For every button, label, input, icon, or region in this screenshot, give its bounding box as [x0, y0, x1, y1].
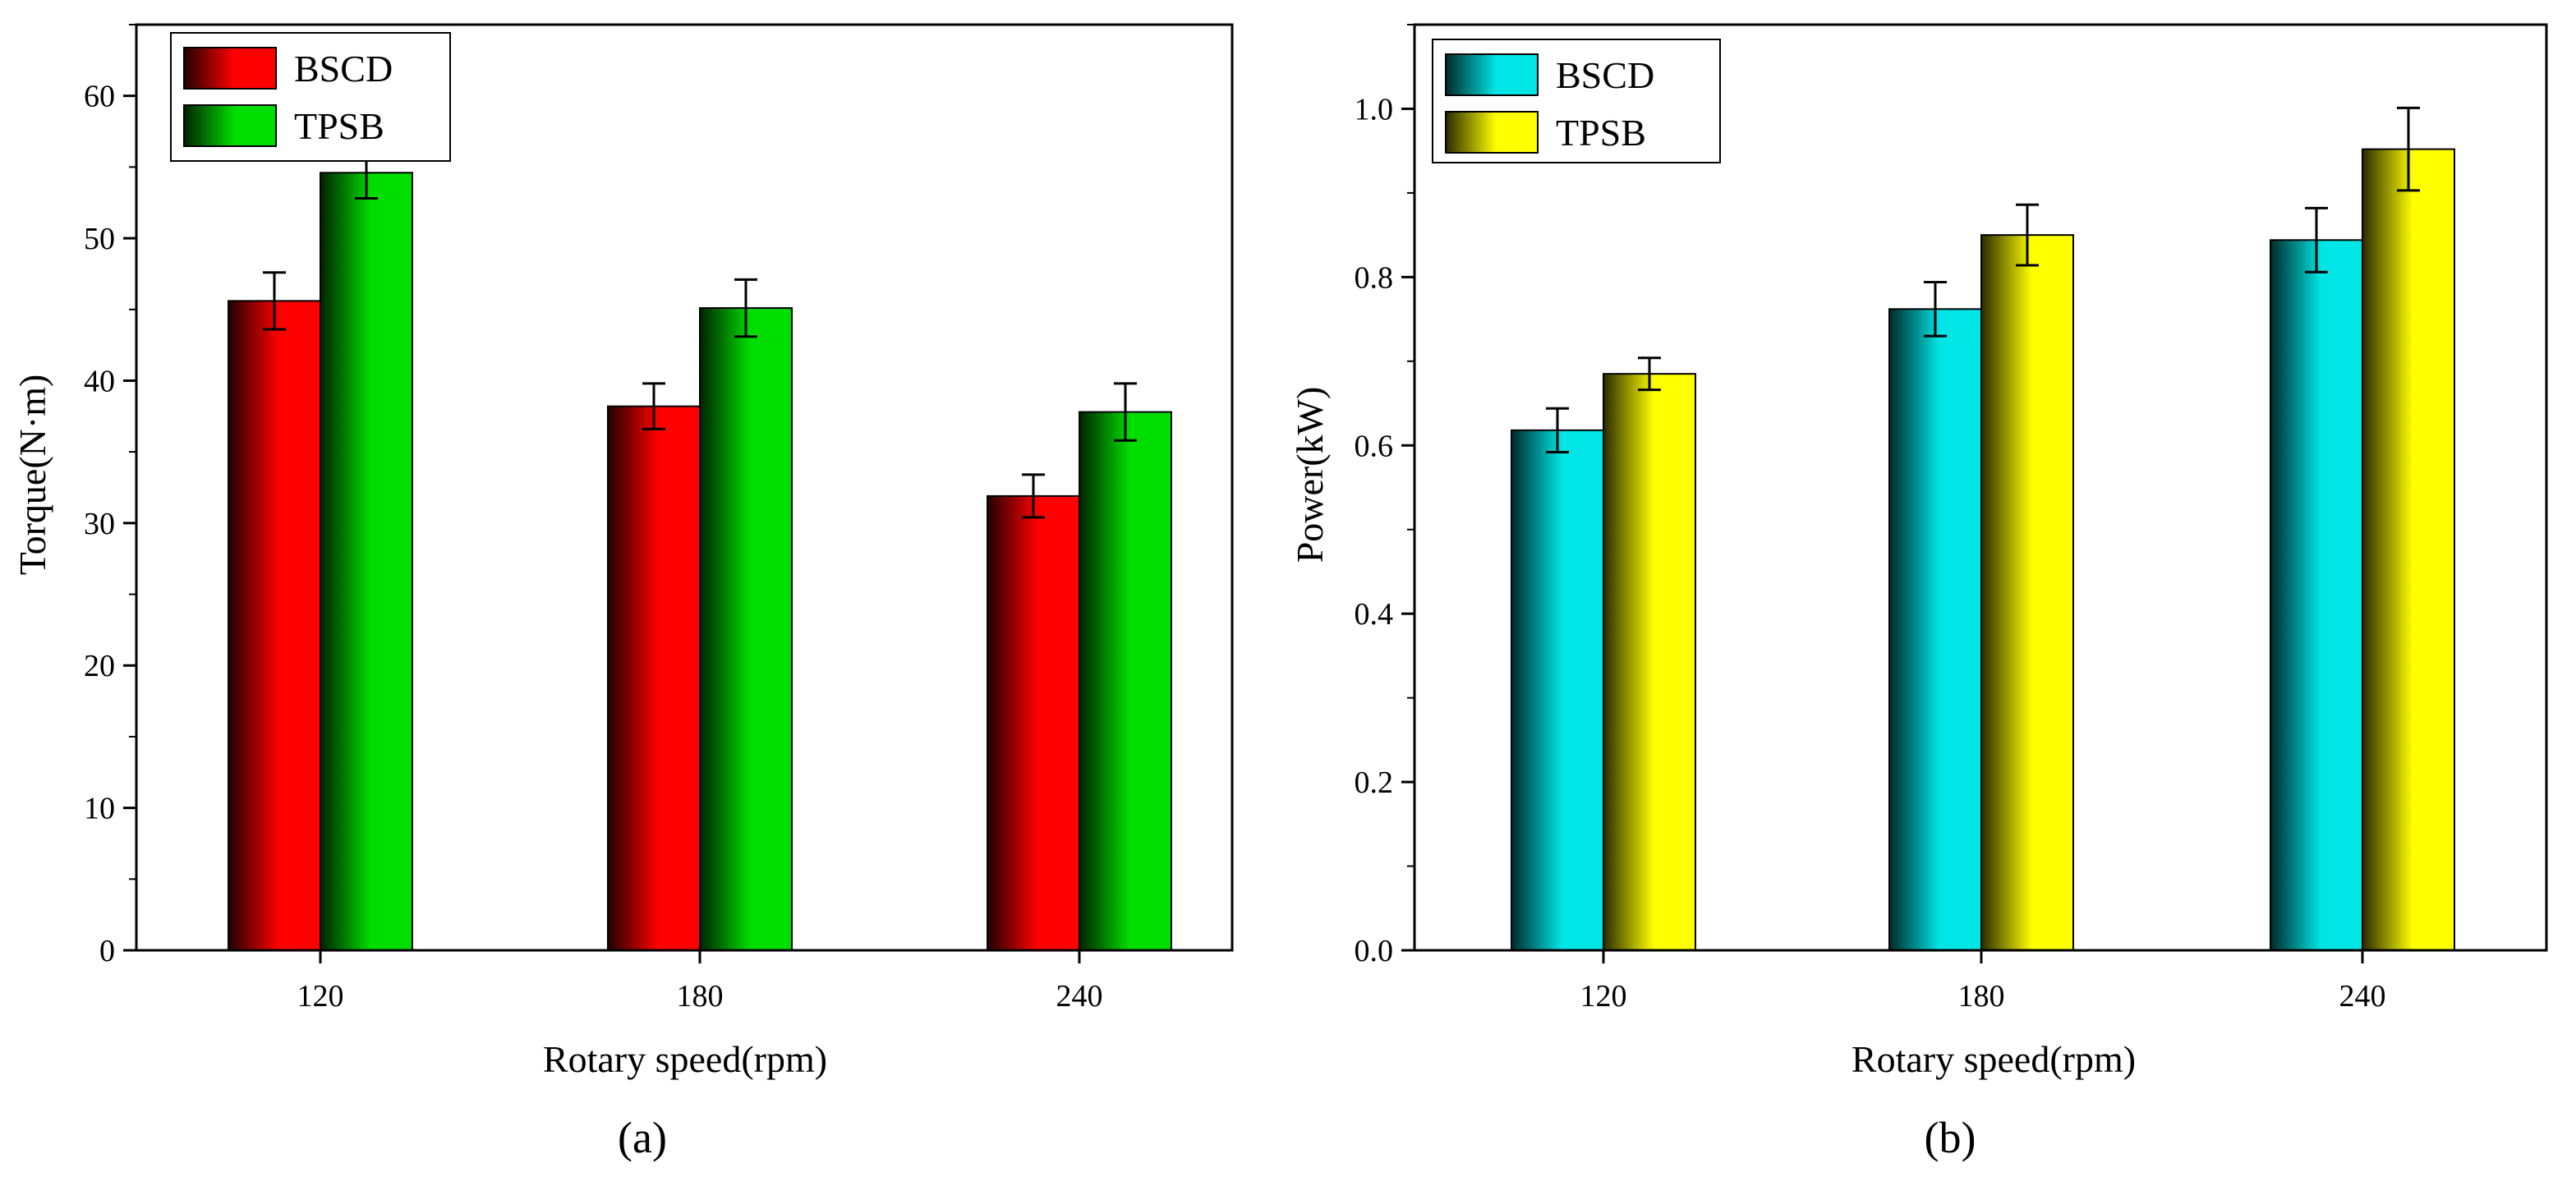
panel-b-bar-tpsb-120 — [1603, 373, 1696, 952]
panel-b-ytick-label: 0.8 — [1355, 260, 1394, 295]
panel-b-errorbar-tpsb-180 — [2016, 203, 2039, 267]
panel-a-errorbar-tpsb-180 — [734, 278, 757, 338]
panel-a-ytick-label: 0 — [99, 934, 115, 968]
panel-a-legend: BSCD TPSB — [170, 32, 451, 162]
power-chart: Power(kW) Rotary speed(rpm) (b) 0.0 0.2 0.… — [1289, 23, 2548, 1162]
panel-a-ylabel: Torque(N·m) — [12, 375, 53, 576]
panel-b-errorbar-tpsb-120 — [1638, 356, 1661, 392]
panel-b-bar-tpsb-240 — [2362, 148, 2455, 951]
panel-a-ytick-label: 60 — [84, 80, 115, 114]
panel-b-ytick-label: 0.2 — [1355, 766, 1394, 800]
panel-b-errorbar-bscd-240 — [2305, 206, 2328, 274]
panel-a-bar-bscd-240 — [987, 494, 1080, 951]
panel-b-bar-bscd-180 — [1888, 308, 1982, 951]
panel-b-ylabel: Power(kW) — [1289, 387, 1331, 563]
panel-b-bar-bscd-120 — [1511, 429, 1604, 951]
panel-a-bar-bscd-180 — [607, 405, 701, 951]
panel-a-xtick-label: 120 — [297, 979, 344, 1014]
panel-a-xtick-label: 240 — [1056, 979, 1103, 1014]
panel-b-errorbar-tpsb-240 — [2397, 106, 2420, 192]
panel-b-errorbar-bscd-120 — [1546, 407, 1569, 453]
panel-b-xlabel: Rotary speed(rpm) — [1852, 1038, 2136, 1080]
legend-swatch-tpsb — [183, 104, 277, 147]
panel-a-bar-bscd-120 — [228, 300, 321, 951]
panel-b-errorbar-bscd-180 — [1924, 281, 1947, 338]
panel-a-ytick-label: 30 — [84, 507, 115, 541]
panel-a-plot-frame — [135, 23, 1234, 952]
legend-label-bscd: BSCD — [1556, 54, 1654, 96]
panel-a-bar-tpsb-120 — [320, 172, 413, 951]
panel-a-bar-tpsb-240 — [1079, 411, 1172, 951]
legend-label-tpsb: TPSB — [294, 105, 384, 147]
panel-b-ytick-label: 0.4 — [1355, 597, 1394, 632]
panel-a-errorbar-bscd-240 — [1022, 473, 1045, 519]
legend-swatch-bscd — [183, 47, 277, 90]
panel-a-label: (a) — [618, 1113, 667, 1162]
panel-a-ytick-label: 20 — [84, 649, 115, 683]
panel-a-errorbar-bscd-120 — [263, 271, 286, 331]
panel-b-bar-tpsb-180 — [1980, 234, 2074, 951]
panel-a-errorbar-bscd-180 — [642, 382, 665, 430]
panel-b-xtick-label: 120 — [1580, 979, 1627, 1014]
panel-a-ytick-label: 10 — [84, 792, 115, 826]
panel-b-xtick-label: 180 — [1958, 979, 2005, 1014]
legend-label-bscd: BSCD — [294, 48, 393, 90]
panel-b-ytick-label: 1.0 — [1355, 92, 1394, 126]
panel-b-bar-bscd-240 — [2270, 239, 2363, 951]
panel-a-xtick-label: 180 — [677, 979, 724, 1014]
torque-chart: Torque(N·m) Rotary speed(rpm) (a) 0 10 20 3… — [12, 23, 1234, 1162]
panel-b-ytick-label: 0.6 — [1355, 429, 1394, 463]
panel-b-xtick-label: 240 — [2339, 979, 2386, 1014]
panel-b-label: (b) — [1925, 1113, 1976, 1162]
panel-a-errorbar-tpsb-240 — [1114, 382, 1137, 442]
legend-swatch-tpsb — [1445, 111, 1539, 154]
panel-a-ytick-label: 40 — [84, 364, 115, 398]
legend-label-tpsb: TPSB — [1556, 112, 1646, 154]
panel-a-xlabel: Rotary speed(rpm) — [543, 1038, 827, 1080]
panel-a-bar-tpsb-180 — [699, 307, 793, 951]
panel-b-legend: BSCD TPSB — [1432, 39, 1721, 163]
legend-swatch-bscd — [1445, 53, 1539, 96]
panel-a-ytick-label: 50 — [84, 222, 115, 256]
panel-b-ytick-label: 0.0 — [1355, 934, 1394, 968]
